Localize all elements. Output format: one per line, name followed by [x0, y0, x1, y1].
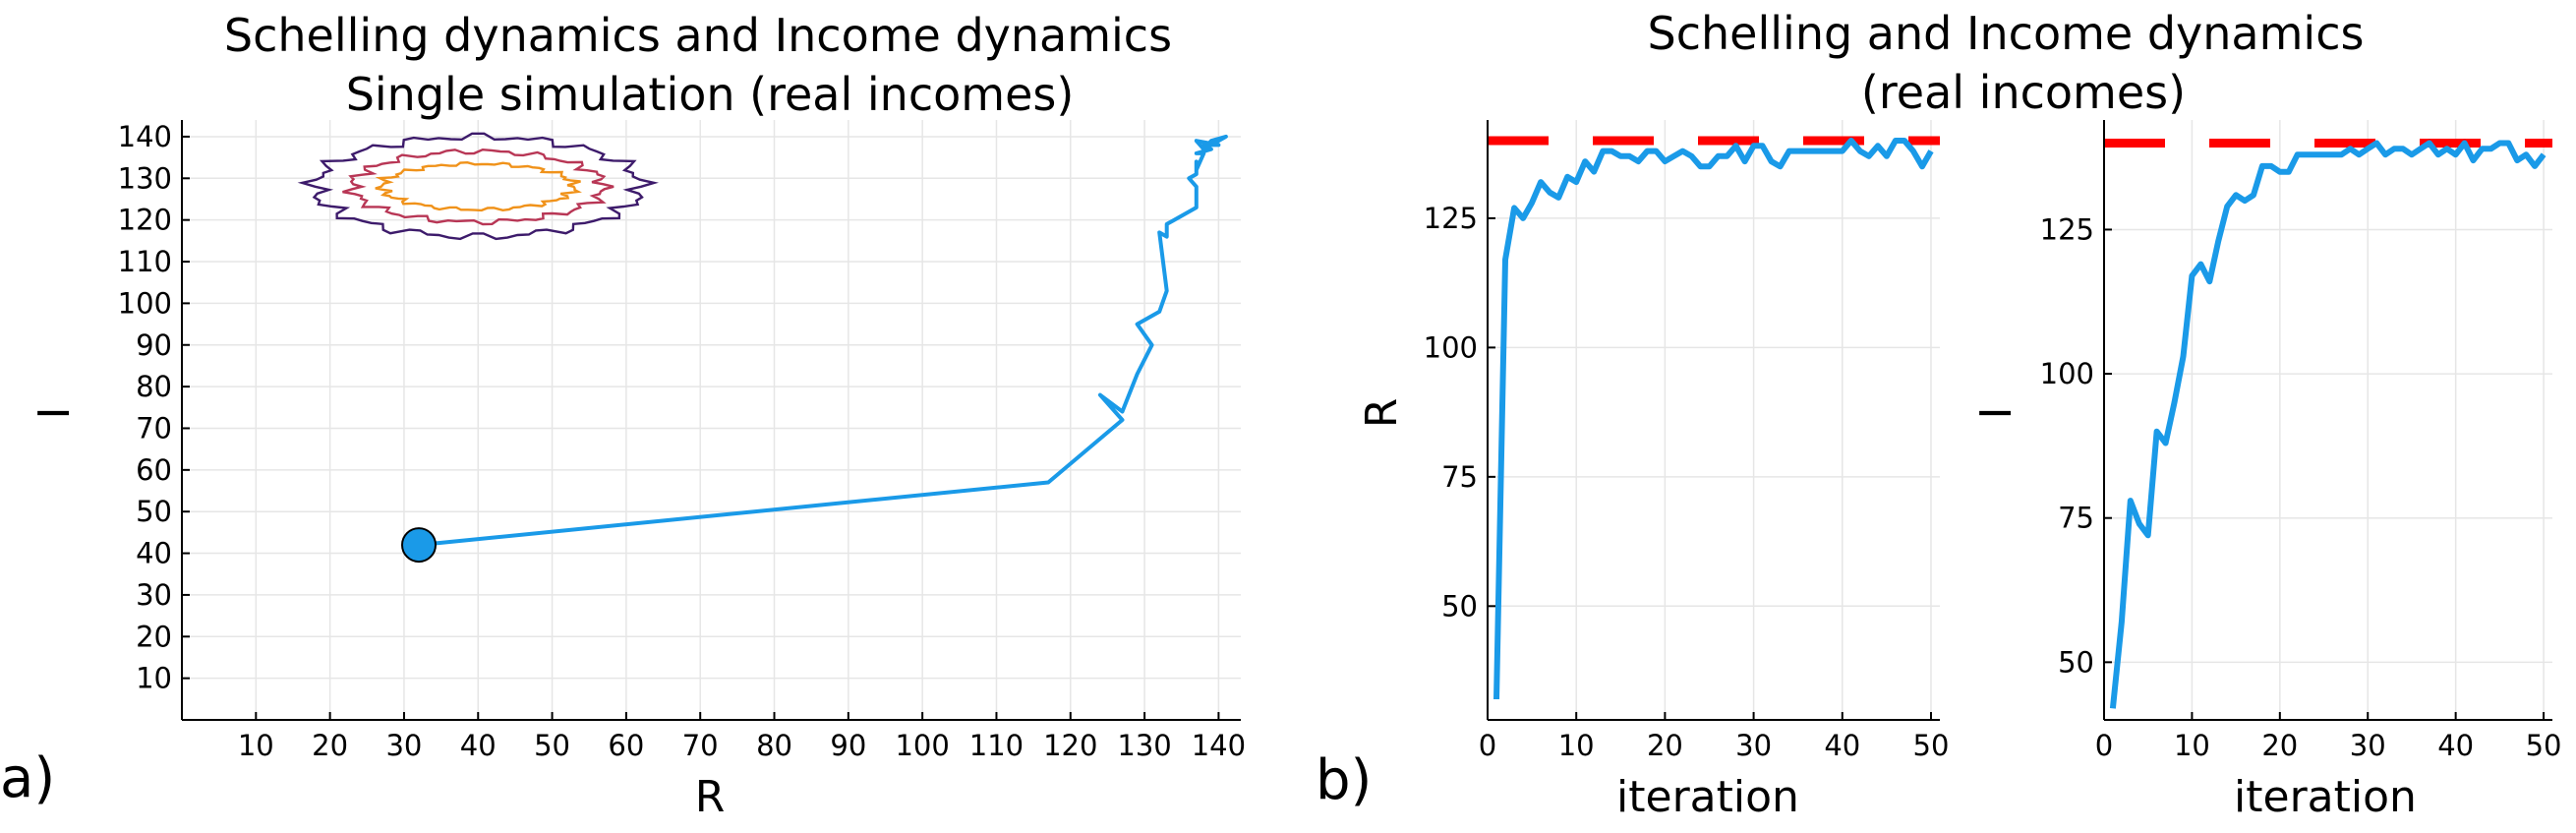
c2-y-tick-label-3: 125	[1424, 202, 1478, 235]
c1-x-tick-label-4: 50	[534, 729, 570, 762]
r-axes	[1487, 120, 1940, 721]
r-series-group	[1493, 138, 1934, 700]
c3-x-tick-label-4: 40	[2437, 729, 2474, 762]
c1-x-tick-label-5: 60	[608, 729, 644, 762]
c1-x-tick-label-6: 70	[682, 729, 719, 762]
c2-y-tick-label-2: 100	[1424, 330, 1478, 364]
c1-y-tick-label-1: 20	[136, 620, 172, 653]
c1-x-tick-label-9: 100	[895, 729, 949, 762]
phase-x-ticks: 10 20 30 40 50 60 70 80 90 100 110 120 130 140	[238, 712, 1246, 762]
c2-x-tick-label-5: 50	[1913, 729, 1950, 762]
c3-x-tick-label-0: 0	[2095, 729, 2113, 762]
c1-x-tick-label-0: 10	[238, 729, 274, 762]
c2-y-tick-label-0: 50	[1441, 589, 1478, 623]
r-series-line	[1493, 138, 1934, 700]
c3-x-tick-label-1: 10	[2174, 729, 2210, 762]
r-grid	[1487, 120, 1940, 720]
c1-x-tick-label-10: 110	[969, 729, 1024, 762]
c1-x-tick-label-8: 90	[830, 729, 866, 762]
c2-x-tick-label-4: 40	[1824, 729, 1860, 762]
i-series-line	[2109, 140, 2547, 709]
contour-inner	[375, 160, 582, 212]
c3-y-tick-label-3: 125	[2040, 212, 2094, 246]
panel-label-a: a)	[0, 746, 55, 810]
c3-x-tick-label-5: 50	[2526, 729, 2562, 762]
phase-chart-subtitle: Single simulation (real incomes)	[346, 68, 1075, 121]
c2-x-tick-label-1: 10	[1558, 729, 1595, 762]
i-axes	[2103, 120, 2552, 721]
c1-y-tick-label-0: 10	[136, 662, 172, 695]
c2-x-tick-label-2: 20	[1647, 729, 1683, 762]
c1-y-tick-label-4: 50	[136, 495, 172, 528]
phase-contours	[297, 132, 659, 241]
contour-middle	[342, 148, 615, 226]
c1-y-tick-label-5: 60	[136, 453, 172, 487]
c1-y-tick-label-12: 130	[118, 161, 172, 195]
r-y-axis-label: R	[1357, 398, 1407, 429]
c1-y-tick-label-8: 90	[136, 328, 172, 362]
contour-outer	[297, 132, 659, 241]
c2-y-tick-label-1: 75	[1441, 460, 1478, 494]
i-y-ticks: 50 75 100 125	[2040, 212, 2112, 679]
r-y-ticks: 50 75 100 125	[1424, 202, 1495, 623]
r-chart-title: Schelling and Income dynamics	[1648, 7, 2365, 60]
c3-y-tick-label-1: 75	[2058, 502, 2094, 535]
c1-y-tick-label-6: 70	[136, 411, 172, 445]
c1-y-tick-label-13: 140	[118, 120, 172, 153]
c1-y-tick-label-11: 120	[118, 204, 172, 237]
c3-x-tick-label-3: 30	[2350, 729, 2386, 762]
i-x-ticks: 0 10 20 30 40 50	[2095, 712, 2562, 762]
r-x-axis-label: iteration	[1616, 772, 1799, 822]
phase-trajectory-group	[401, 134, 1228, 564]
phase-x-axis-label: R	[695, 772, 726, 822]
phase-y-axis-label: I	[29, 407, 80, 420]
c1-x-tick-label-3: 40	[460, 729, 497, 762]
c1-x-tick-label-1: 20	[312, 729, 348, 762]
r-x-ticks: 0 10 20 30 40 50	[1479, 712, 1950, 762]
i-y-axis-label: I	[1971, 407, 2021, 420]
r-iteration-chart: Schelling and Income dynamics (real inco…	[1357, 7, 2364, 822]
c3-y-tick-label-0: 50	[2058, 645, 2094, 679]
r-chart-subtitle: (real incomes)	[1861, 66, 2186, 119]
start-marker	[401, 527, 438, 564]
c1-x-tick-label-11: 120	[1043, 729, 1097, 762]
c2-x-tick-label-3: 30	[1735, 729, 1772, 762]
panel-label-b: b)	[1316, 748, 1372, 812]
c3-x-tick-label-2: 20	[2261, 729, 2298, 762]
phase-y-ticks: 10 20 30 40 50 60 70 80 90 100 110 120 130 140	[118, 120, 190, 695]
c1-y-tick-label-3: 40	[136, 537, 172, 570]
phase-trajectory-line	[418, 134, 1228, 548]
phase-grid	[182, 120, 1241, 720]
c1-y-tick-label-2: 30	[136, 578, 172, 612]
c1-x-tick-label-2: 30	[385, 729, 422, 762]
c1-y-tick-label-10: 110	[118, 245, 172, 278]
c3-y-tick-label-2: 100	[2040, 357, 2094, 390]
c1-x-tick-label-13: 140	[1192, 729, 1246, 762]
phase-chart: Schelling dynamics and Income dynamics S…	[29, 9, 1246, 822]
i-series-group	[2109, 140, 2547, 709]
phase-chart-title: Schelling dynamics and Income dynamics	[224, 9, 1172, 62]
c1-y-tick-label-9: 100	[118, 286, 172, 320]
c1-x-tick-label-7: 80	[756, 729, 792, 762]
c1-y-tick-label-7: 80	[136, 370, 172, 403]
c2-x-tick-label-0: 0	[1479, 729, 1496, 762]
i-x-axis-label: iteration	[2234, 772, 2417, 822]
i-iteration-chart: 0 10 20 30 40 50 50 75 100 125 iteration I	[1971, 120, 2562, 822]
phase-axes	[181, 120, 1241, 721]
c1-x-tick-label-12: 130	[1117, 729, 1171, 762]
